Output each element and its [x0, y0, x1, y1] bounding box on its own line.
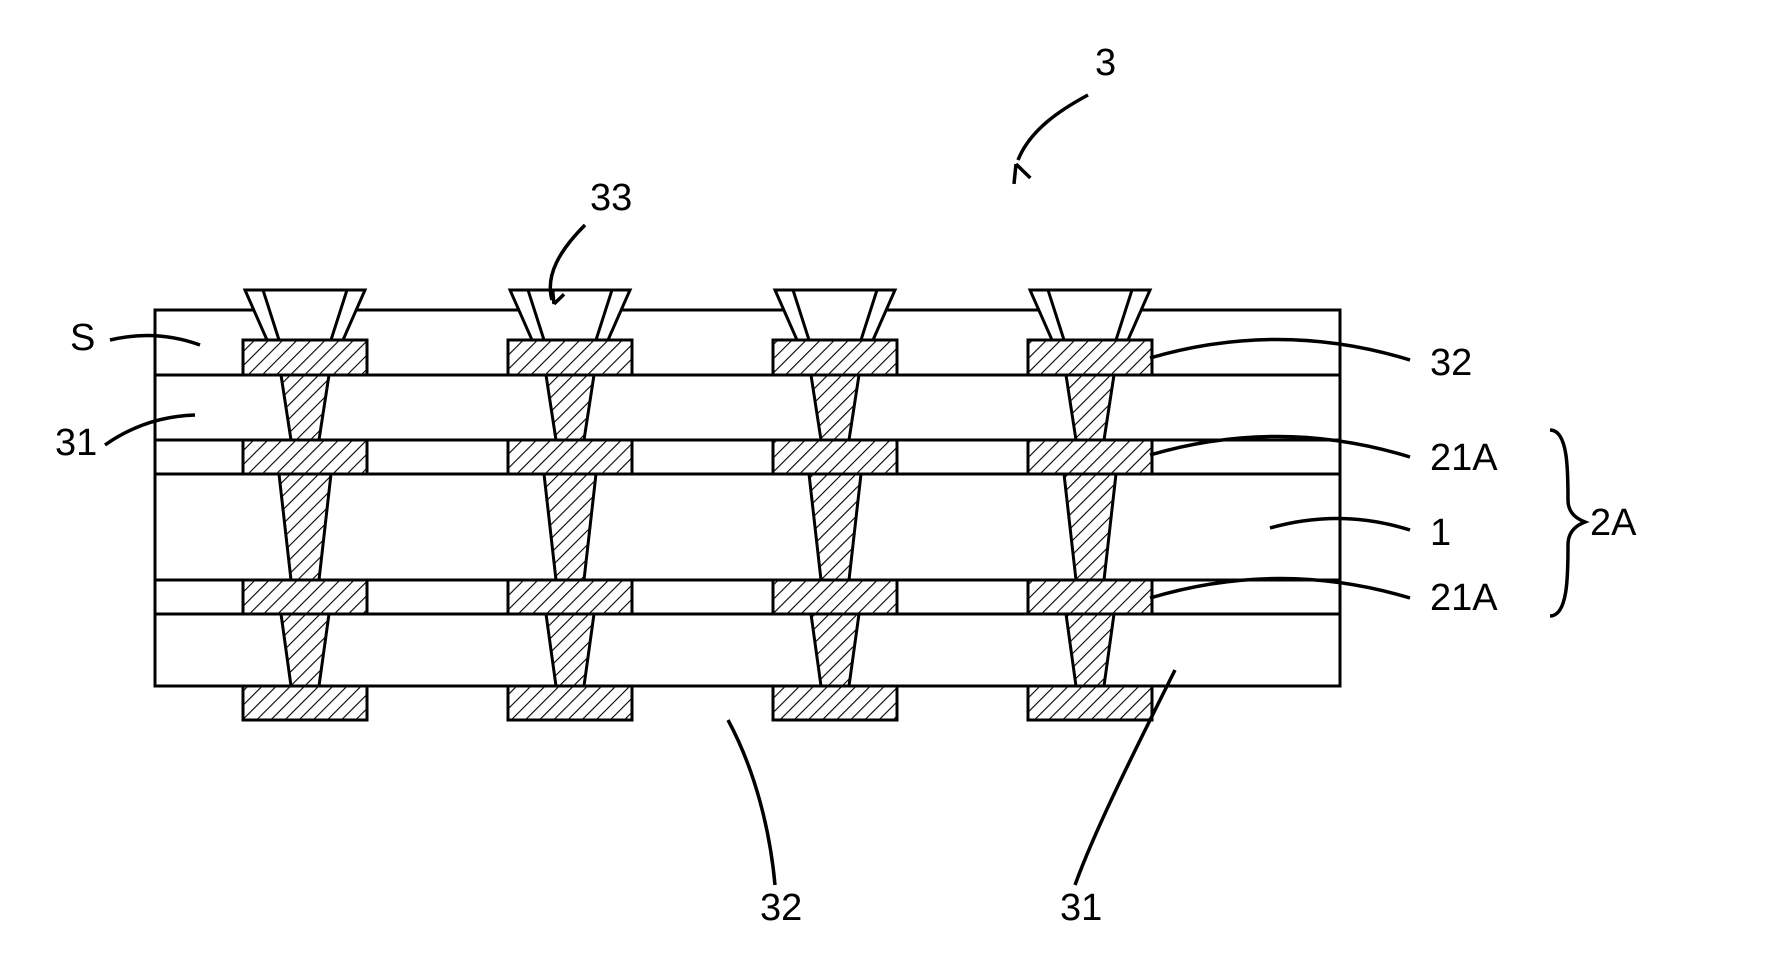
leader-line [728, 720, 775, 885]
via [546, 614, 594, 686]
label-inner_top: 21A [1430, 437, 1498, 479]
metal-pad [243, 340, 367, 375]
metal-pad [773, 340, 897, 375]
label-main: 3 [1095, 42, 1116, 84]
label-pad_top_right: 32 [1430, 342, 1472, 384]
metal-pad [508, 440, 632, 474]
via [1064, 474, 1116, 580]
metal-pad [773, 440, 897, 474]
label-inner_bot: 21A [1430, 577, 1498, 619]
dielectric-layer [155, 614, 1340, 686]
metal-pad [508, 580, 632, 614]
label-surface: S [70, 317, 95, 359]
group-brace [1550, 430, 1585, 616]
label-group: 2A [1590, 502, 1637, 544]
metal-pad [243, 686, 367, 720]
arrowhead [1014, 164, 1030, 184]
metal-pad [243, 440, 367, 474]
metal-pad [1028, 440, 1152, 474]
via [1066, 614, 1114, 686]
via [809, 474, 861, 580]
via [546, 375, 594, 440]
metal-pad [1028, 340, 1152, 375]
top-opening-cutout [528, 290, 612, 340]
metal-pad [1028, 686, 1152, 720]
label-dielectric_top_left: 31 [55, 422, 97, 464]
dielectric-layer [155, 375, 1340, 440]
metal-pad [773, 580, 897, 614]
via [281, 375, 329, 440]
metal-pad [243, 580, 367, 614]
label-dielectric_bot_right: 31 [1060, 887, 1102, 929]
metal-pad [773, 686, 897, 720]
metal-pad [1028, 580, 1152, 614]
top-opening-cutout [263, 290, 347, 340]
via [279, 474, 331, 580]
top-opening-cutout [1048, 290, 1132, 340]
via [811, 375, 859, 440]
via [281, 614, 329, 686]
metal-pad [508, 340, 632, 375]
leader-line [1018, 95, 1088, 160]
via [1066, 375, 1114, 440]
label-top_via: 33 [590, 177, 632, 219]
top-opening-cutout [793, 290, 877, 340]
cross-section-diagram: 333S313221A121A2A3231 [0, 0, 1779, 966]
dielectric-layer [155, 474, 1340, 580]
label-pad_bot: 32 [760, 887, 802, 929]
via [544, 474, 596, 580]
label-core: 1 [1430, 512, 1451, 554]
leader-line [1150, 339, 1410, 360]
metal-pad [508, 686, 632, 720]
via [811, 614, 859, 686]
